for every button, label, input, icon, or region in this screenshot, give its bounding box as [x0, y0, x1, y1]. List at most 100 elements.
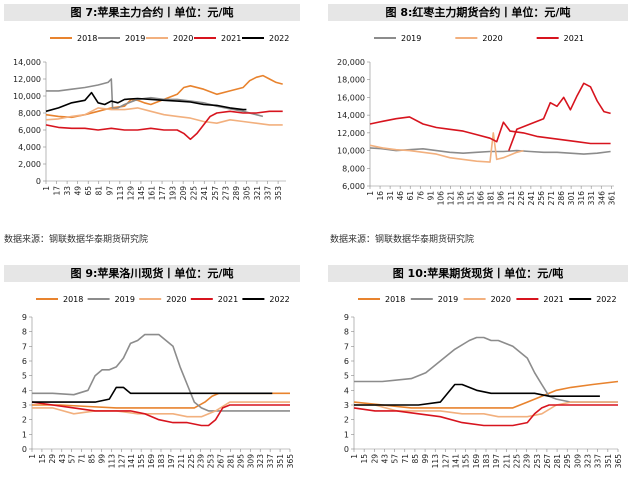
y-tick-label: 14,000	[13, 58, 41, 67]
y-tick-label: 0	[344, 445, 349, 454]
legend-item: 2021	[194, 34, 241, 43]
x-axis: 1 15 29 43 57 71 85 99 113 127 141 155 169 183 197 211 2…	[28, 448, 295, 469]
legend: 2018 2019 2020 2021 2022	[358, 295, 617, 304]
legend-item: 2018	[50, 34, 97, 43]
series-line-2021	[369, 116, 611, 145]
series-line-2019	[369, 147, 611, 155]
chart-panel-futures-spot: 图 10:苹果期货现货丨单位：元/吨 2018 2019 2020 2021 2022 0…	[328, 265, 628, 487]
x-tick-label: 71	[78, 454, 87, 464]
y-tick-label: 10,000	[13, 92, 41, 101]
legend-item: 2021	[190, 295, 238, 304]
x-tick-label: 43	[380, 454, 389, 464]
series-group	[31, 333, 290, 427]
x-tick-label: 97	[105, 186, 114, 196]
y-tick-label: 4,000	[18, 143, 41, 152]
x-tick-label: 141	[127, 454, 136, 469]
x-tick-label: 127	[117, 454, 126, 469]
x-tick-label: 257	[211, 186, 220, 201]
x-tick-label: 155	[137, 454, 146, 469]
y-tick-label: 6	[22, 357, 27, 366]
y-tick-label: 6,000	[18, 126, 41, 135]
x-tick-label: 16	[376, 191, 385, 201]
x-tick-label: 241	[527, 191, 536, 206]
legend-label: 2021	[221, 34, 241, 43]
series-line-2022	[32, 386, 273, 403]
y-tick-label: 14,000	[337, 111, 365, 120]
y-tick-label: 12,000	[13, 75, 41, 84]
y-axis: 0 1 2 3 4 5 6 7 8 9	[22, 313, 33, 454]
y-tick-label: 7	[22, 342, 27, 351]
legend-item: 2022	[242, 295, 290, 304]
legend-label: 2020	[166, 295, 186, 304]
x-tick-label: 241	[200, 186, 209, 201]
x-tick-label: 141	[452, 454, 461, 469]
x-tick-label: 351	[276, 454, 285, 469]
x-tick-label: 281	[226, 454, 235, 469]
legend-item: 2021	[536, 34, 584, 43]
y-tick-label: 0	[36, 177, 41, 186]
legend-item: 2019	[410, 295, 458, 304]
x-tick-label: 239	[197, 454, 206, 469]
x-tick-label: 15	[38, 454, 47, 464]
legend-label: 2022	[596, 295, 616, 304]
y-tick-label: 12,000	[337, 129, 365, 138]
chart-title: 图 8:红枣主力期货合约丨单位：元/吨	[328, 4, 628, 21]
legend-label: 2022	[269, 295, 289, 304]
x-tick-label: 29	[48, 454, 57, 464]
x-tick-label: 211	[507, 191, 516, 206]
x-tick-label: 346	[597, 191, 606, 206]
y-tick-label: 9	[344, 313, 349, 322]
series-line-2020	[45, 107, 283, 126]
y-axis: 0 1 2 3 4 5 6 7 8 9	[344, 313, 355, 454]
y-tick-label: 5	[22, 372, 27, 381]
x-tick-label: 99	[97, 454, 106, 464]
x-tick-label: 281	[553, 454, 562, 469]
x-tick-label: 85	[411, 454, 420, 464]
y-tick-label: 1	[344, 430, 349, 439]
series-line-2020	[354, 401, 618, 418]
x-tick-label: 365	[614, 454, 623, 469]
source-label: 数据来源：钢联数据华泰期货研究院	[330, 235, 475, 245]
chart-title: 图 7:苹果主力合约丨单位：元/吨	[4, 4, 300, 21]
series-line-2020	[369, 132, 524, 163]
y-tick-label: 2	[344, 416, 349, 425]
series-line-2022	[45, 91, 247, 113]
x-tick-label: 211	[502, 454, 511, 469]
y-tick-label: 20,000	[337, 58, 365, 67]
series-line-2019	[46, 78, 264, 118]
y-tick-label: 8,000	[342, 164, 365, 173]
y-axis: 6,000 8,000 10,000 12,000 14,000 16,000 18,000…	[337, 58, 371, 191]
y-tick-label: 8	[22, 328, 27, 337]
x-tick-label: 321	[253, 186, 262, 201]
legend-item: 2022	[569, 295, 617, 304]
x-tick-label: 337	[266, 454, 275, 469]
x-tick-label: 181	[487, 191, 496, 206]
legend-item: 2021	[516, 295, 564, 304]
y-tick-label: 9	[22, 313, 27, 322]
x-tick-label: 169	[147, 454, 156, 469]
x-tick-label: 183	[482, 454, 491, 469]
legend-label: 2020	[482, 34, 502, 43]
x-tick-label: 267	[217, 454, 226, 469]
y-tick-label: 5	[344, 372, 349, 381]
legend-label: 2019	[438, 295, 458, 304]
x-tick-label: 151	[467, 191, 476, 206]
source-label: 数据来源：钢联数据华泰期货研究院	[4, 235, 149, 245]
x-tick-label: 127	[441, 454, 450, 469]
x-tick-label: 196	[497, 191, 506, 206]
x-tick-label: 239	[523, 454, 532, 469]
legend-item: 2019	[87, 295, 135, 304]
legend-label: 2019	[125, 34, 145, 43]
x-tick-label: 106	[436, 191, 445, 206]
x-tick-label: 113	[116, 186, 125, 201]
legend-label: 2019	[115, 295, 135, 304]
x-tick-label: 31	[386, 191, 395, 201]
x-tick-label: 253	[533, 454, 542, 469]
x-tick-label: 113	[431, 454, 440, 469]
chart-plot: 2019 2020 2021 6,000 8,000 10,000 12,000 14,000…	[337, 34, 616, 206]
x-tick-label: 323	[256, 454, 265, 469]
x-tick-label: 309	[246, 454, 255, 469]
x-tick-label: 46	[396, 191, 405, 201]
x-tick-label: 99	[421, 454, 430, 464]
y-tick-label: 6	[344, 357, 349, 366]
